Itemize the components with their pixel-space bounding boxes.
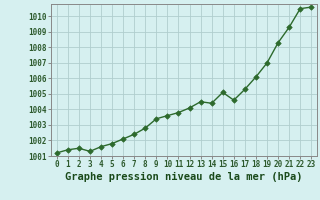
X-axis label: Graphe pression niveau de la mer (hPa): Graphe pression niveau de la mer (hPa) — [65, 172, 303, 182]
